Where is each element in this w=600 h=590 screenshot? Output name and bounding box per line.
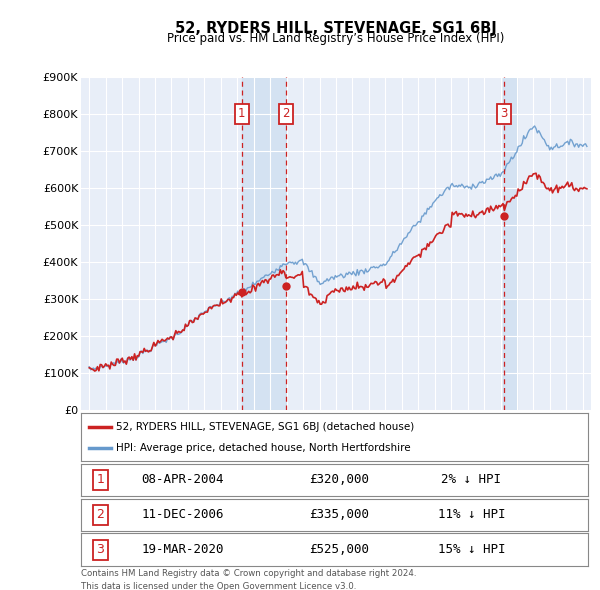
Text: £335,000: £335,000 — [310, 508, 370, 522]
Text: 1: 1 — [97, 473, 104, 487]
Text: This data is licensed under the Open Government Licence v3.0.: This data is licensed under the Open Gov… — [81, 582, 356, 590]
Text: 3: 3 — [500, 107, 508, 120]
Text: 15% ↓ HPI: 15% ↓ HPI — [437, 543, 505, 556]
Text: 2% ↓ HPI: 2% ↓ HPI — [442, 473, 502, 487]
Text: 52, RYDERS HILL, STEVENAGE, SG1 6BJ (detached house): 52, RYDERS HILL, STEVENAGE, SG1 6BJ (det… — [116, 421, 415, 431]
Text: Contains HM Land Registry data © Crown copyright and database right 2024.: Contains HM Land Registry data © Crown c… — [81, 569, 416, 578]
Text: 3: 3 — [97, 543, 104, 556]
Text: 2: 2 — [282, 107, 289, 120]
Text: £525,000: £525,000 — [310, 543, 370, 556]
Text: 08-APR-2004: 08-APR-2004 — [141, 473, 224, 487]
Text: 1: 1 — [238, 107, 245, 120]
Text: £320,000: £320,000 — [310, 473, 370, 487]
Bar — [503, 77, 517, 410]
Text: Price paid vs. HM Land Registry’s House Price Index (HPI): Price paid vs. HM Land Registry’s House … — [167, 32, 505, 45]
Text: 19-MAR-2020: 19-MAR-2020 — [141, 543, 224, 556]
Text: HPI: Average price, detached house, North Hertfordshire: HPI: Average price, detached house, Nort… — [116, 443, 411, 453]
Text: 52, RYDERS HILL, STEVENAGE, SG1 6BJ: 52, RYDERS HILL, STEVENAGE, SG1 6BJ — [175, 21, 497, 35]
Text: 11% ↓ HPI: 11% ↓ HPI — [437, 508, 505, 522]
Text: 2: 2 — [97, 508, 104, 522]
Text: 11-DEC-2006: 11-DEC-2006 — [141, 508, 224, 522]
Bar — [242, 77, 286, 410]
